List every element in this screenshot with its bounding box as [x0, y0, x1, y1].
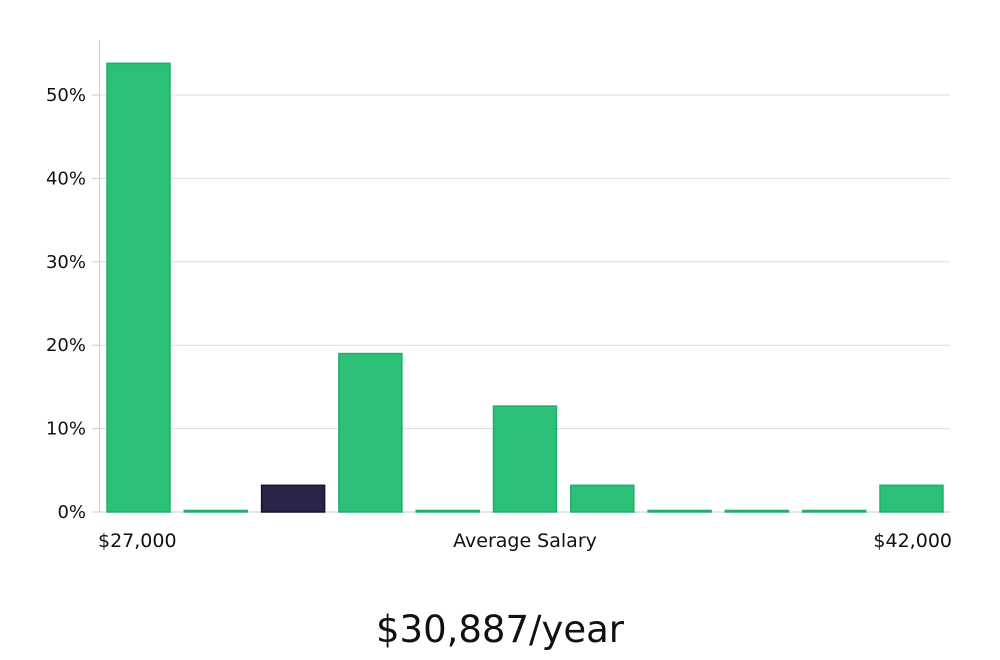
- bar: [106, 62, 171, 513]
- bar: [415, 509, 480, 513]
- y-tick-label: 30%: [46, 252, 86, 273]
- salary-histogram-chart: 0% 10% 20% 30% 40% 50% $27,000 Average Salary…: [46, 40, 952, 552]
- bar: [570, 484, 635, 513]
- x-axis-title: Average Salary: [453, 530, 597, 552]
- bar: [801, 509, 867, 513]
- y-tick-label: 40%: [46, 168, 86, 189]
- y-tick-label: 50%: [46, 85, 86, 106]
- bar: [724, 509, 790, 513]
- bar-highlighted: [260, 484, 326, 513]
- average-salary-value: $30,887/year: [375, 608, 624, 651]
- y-tick-label: 10%: [46, 419, 86, 440]
- y-tick-labels: 0% 10% 20% 30% 40% 50%: [46, 85, 100, 523]
- x-max-label: $42,000: [873, 530, 952, 552]
- y-tick-label: 20%: [46, 335, 86, 356]
- bar: [879, 484, 944, 513]
- bar: [338, 352, 403, 513]
- x-min-label: $27,000: [98, 530, 177, 552]
- y-tick-label: 0%: [57, 502, 86, 523]
- bar: [492, 405, 558, 513]
- bars: [106, 62, 944, 513]
- bar: [183, 509, 249, 513]
- bar: [647, 509, 712, 513]
